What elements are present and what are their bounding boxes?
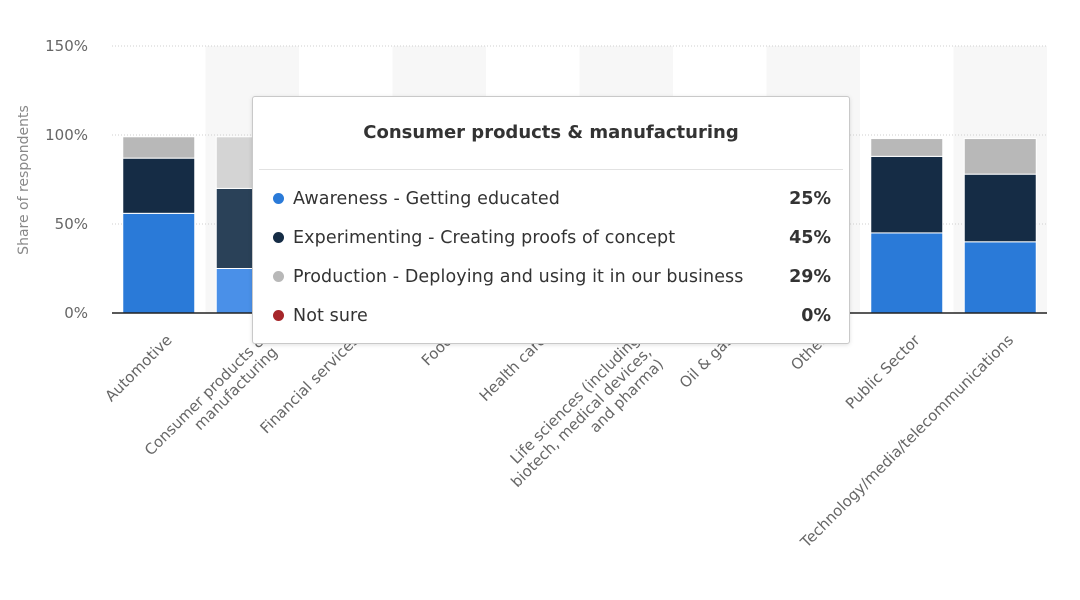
legend-dot-icon [273, 310, 284, 321]
tooltip-row-value: 0% [801, 305, 831, 326]
x-tick-label-line: Public Sector [842, 331, 924, 413]
bar-segment [963, 138, 1037, 175]
tooltip-rows: Awareness - Getting educated 25% Experimen… [253, 170, 849, 335]
bar-segment [870, 232, 944, 314]
tooltip-row: Awareness - Getting educated 25% [253, 179, 849, 218]
y-axis-title: Share of respondents [16, 105, 32, 255]
tooltip-row: Experimenting - Creating proofs of conce… [253, 218, 849, 257]
y-tick-label: 50% [55, 215, 88, 233]
x-tick-label: Automotive [101, 331, 175, 405]
tooltip-row-label: Not sure [293, 305, 368, 326]
tooltip-title: Consumer products & manufacturing [259, 97, 843, 170]
tooltip-row-value: 25% [789, 188, 831, 209]
tooltip-row: Production - Deploying and using it in o… [253, 257, 849, 296]
bar-segment [963, 241, 1037, 314]
x-tick-label-line: Technology/media/telecommunications [796, 331, 1017, 552]
x-tick-label-line: Automotive [101, 331, 175, 405]
legend-dot-icon [273, 193, 284, 204]
y-tick-label: 150% [45, 37, 88, 55]
tooltip-row-label: Awareness - Getting educated [293, 188, 560, 209]
tooltip-row-label: Production - Deploying and using it in o… [293, 266, 744, 287]
bar-segment [870, 138, 944, 157]
bar-segment [122, 136, 196, 159]
x-tick-label: Technology/media/telecommunications [796, 331, 1017, 552]
x-tick-label: Financial services [257, 331, 363, 437]
x-tick-label: Public Sector [842, 331, 924, 413]
bar-segment [963, 173, 1037, 243]
bar-segment [122, 157, 196, 214]
tooltip-row: Not sure 0% [253, 296, 849, 335]
tooltip-row-value: 29% [789, 266, 831, 287]
tooltip-row-value: 45% [789, 227, 831, 248]
x-tick-label-line: Financial services [257, 331, 363, 437]
x-tick-label-line: biotech, medical devices, [507, 343, 655, 491]
y-tick-label: 100% [45, 126, 88, 144]
bar-segment [870, 155, 944, 234]
legend-dot-icon [273, 271, 284, 282]
y-axis-ticks: 0% 50% 100% 150% [45, 37, 88, 322]
tooltip-row-label: Experimenting - Creating proofs of conce… [293, 227, 676, 248]
legend-dot-icon [273, 232, 284, 243]
y-tick-label: 0% [64, 304, 88, 322]
tooltip: Consumer products & manufacturing Awaren… [252, 96, 850, 344]
bar-segment [122, 212, 196, 314]
